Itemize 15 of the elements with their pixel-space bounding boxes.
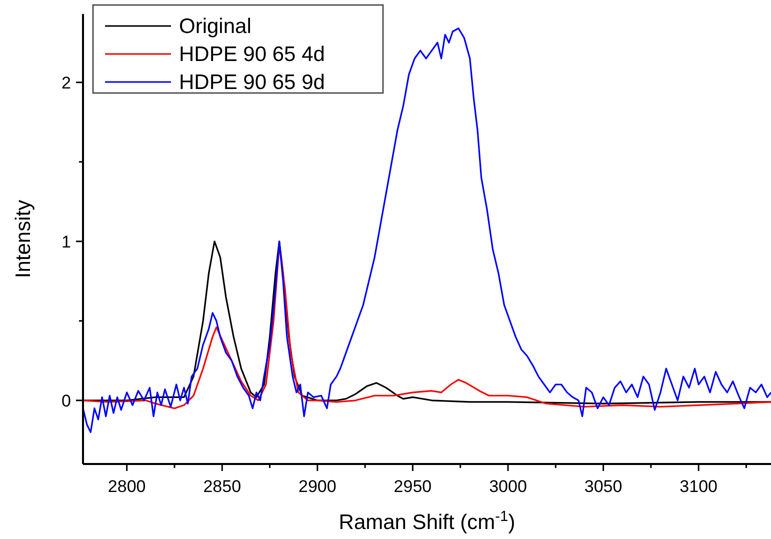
y-tick-label: 2 [62,73,71,92]
x-tick-label: 2900 [298,477,336,496]
x-tick-label: 2850 [203,477,242,496]
legend-label: HDPE 90 65 9d [179,71,325,94]
y-tick-label: 1 [62,232,71,252]
y-tick-label: 0 [62,391,71,410]
x-tick-label: 2950 [394,477,432,496]
y-axis-title: Intensity [12,199,35,278]
legend-label: Original [179,15,252,38]
x-tick-label: 2800 [108,477,146,496]
x-tick-label: 3100 [680,477,718,496]
x-tick-label: 3000 [489,477,527,496]
legend-label: HDPE 90 65 4d [179,43,325,66]
x-axis-title: Raman Shift (cm$^{-1}$) [338,509,516,534]
x-tick-label: 3050 [584,477,622,496]
